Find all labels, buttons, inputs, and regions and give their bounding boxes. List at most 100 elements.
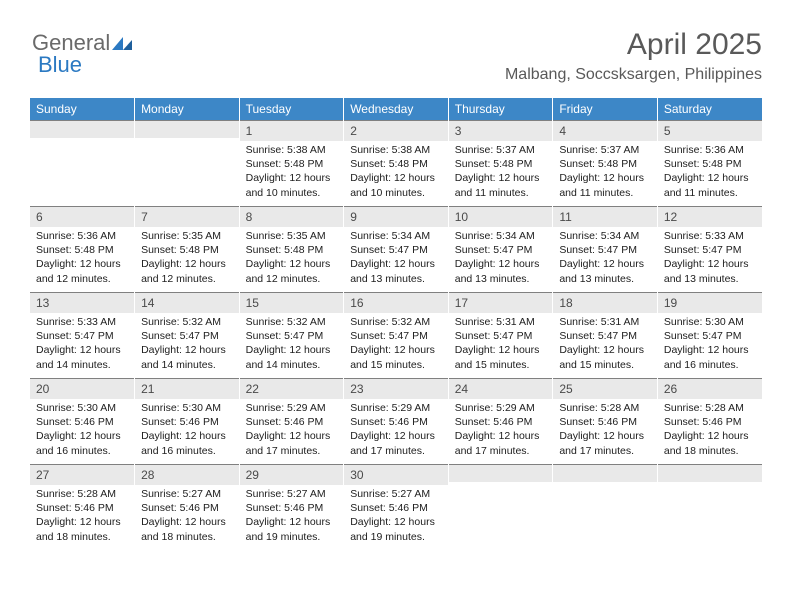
sunset-text: Sunset: 5:47 PM (350, 243, 442, 257)
day-data: Sunrise: 5:28 AMSunset: 5:46 PMDaylight:… (553, 399, 657, 462)
header: April 2025 Malbang, Soccsksargen, Philip… (30, 28, 762, 84)
sunset-text: Sunset: 5:48 PM (246, 157, 338, 171)
sunrise-text: Sunrise: 5:32 AM (246, 315, 338, 329)
calendar-cell: 4Sunrise: 5:37 AMSunset: 5:48 PMDaylight… (553, 120, 658, 206)
daylight-text: Daylight: 12 hours and 14 minutes. (36, 343, 128, 371)
day-data: Sunrise: 5:38 AMSunset: 5:48 PMDaylight:… (344, 141, 448, 204)
calendar-cell: 25Sunrise: 5:28 AMSunset: 5:46 PMDayligh… (553, 378, 658, 464)
sunrise-text: Sunrise: 5:35 AM (246, 229, 338, 243)
sunset-text: Sunset: 5:46 PM (246, 415, 338, 429)
sunset-text: Sunset: 5:46 PM (664, 415, 756, 429)
daylight-text: Daylight: 12 hours and 15 minutes. (455, 343, 547, 371)
calendar-cell: 3Sunrise: 5:37 AMSunset: 5:48 PMDaylight… (448, 120, 553, 206)
sunset-text: Sunset: 5:46 PM (350, 501, 442, 515)
daylight-text: Daylight: 12 hours and 10 minutes. (350, 171, 442, 199)
sunset-text: Sunset: 5:47 PM (36, 329, 128, 343)
day-number: 4 (553, 120, 657, 141)
day-data: Sunrise: 5:32 AMSunset: 5:47 PMDaylight:… (135, 313, 239, 376)
daylight-text: Daylight: 12 hours and 15 minutes. (559, 343, 651, 371)
daylight-text: Daylight: 12 hours and 16 minutes. (664, 343, 756, 371)
daylight-text: Daylight: 12 hours and 13 minutes. (350, 257, 442, 285)
weekday-friday: Friday (553, 98, 658, 120)
day-data: Sunrise: 5:29 AMSunset: 5:46 PMDaylight:… (449, 399, 553, 462)
sunrise-text: Sunrise: 5:37 AM (455, 143, 547, 157)
daylight-text: Daylight: 12 hours and 18 minutes. (664, 429, 756, 457)
day-data-empty (658, 482, 762, 532)
sunrise-text: Sunrise: 5:34 AM (455, 229, 547, 243)
day-data: Sunrise: 5:34 AMSunset: 5:47 PMDaylight:… (449, 227, 553, 290)
sunset-text: Sunset: 5:46 PM (455, 415, 547, 429)
daylight-text: Daylight: 12 hours and 18 minutes. (141, 515, 233, 543)
daylight-text: Daylight: 12 hours and 17 minutes. (246, 429, 338, 457)
sunrise-text: Sunrise: 5:33 AM (36, 315, 128, 329)
sunset-text: Sunset: 5:47 PM (664, 243, 756, 257)
calendar-body: 1Sunrise: 5:38 AMSunset: 5:48 PMDaylight… (30, 120, 762, 550)
day-data: Sunrise: 5:35 AMSunset: 5:48 PMDaylight:… (240, 227, 344, 290)
calendar-table: Sunday Monday Tuesday Wednesday Thursday… (30, 98, 762, 550)
day-number: 30 (344, 464, 448, 485)
day-number: 15 (240, 292, 344, 313)
day-number: 28 (135, 464, 239, 485)
sunset-text: Sunset: 5:47 PM (559, 243, 651, 257)
daylight-text: Daylight: 12 hours and 14 minutes. (246, 343, 338, 371)
weekday-saturday: Saturday (657, 98, 762, 120)
day-number-empty (658, 464, 762, 482)
sunset-text: Sunset: 5:48 PM (664, 157, 756, 171)
daylight-text: Daylight: 12 hours and 13 minutes. (455, 257, 547, 285)
day-number: 10 (449, 206, 553, 227)
day-data: Sunrise: 5:27 AMSunset: 5:46 PMDaylight:… (135, 485, 239, 548)
daylight-text: Daylight: 12 hours and 11 minutes. (664, 171, 756, 199)
day-number: 9 (344, 206, 448, 227)
calendar-cell: 2Sunrise: 5:38 AMSunset: 5:48 PMDaylight… (344, 120, 449, 206)
daylight-text: Daylight: 12 hours and 12 minutes. (246, 257, 338, 285)
sunrise-text: Sunrise: 5:29 AM (350, 401, 442, 415)
sunset-text: Sunset: 5:47 PM (559, 329, 651, 343)
day-data: Sunrise: 5:33 AMSunset: 5:47 PMDaylight:… (30, 313, 134, 376)
calendar-cell: 10Sunrise: 5:34 AMSunset: 5:47 PMDayligh… (448, 206, 553, 292)
day-data: Sunrise: 5:28 AMSunset: 5:46 PMDaylight:… (658, 399, 762, 462)
day-data: Sunrise: 5:29 AMSunset: 5:46 PMDaylight:… (240, 399, 344, 462)
page-title: April 2025 (30, 28, 762, 62)
calendar-cell: 5Sunrise: 5:36 AMSunset: 5:48 PMDaylight… (657, 120, 762, 206)
sunrise-text: Sunrise: 5:34 AM (350, 229, 442, 243)
sunrise-text: Sunrise: 5:30 AM (664, 315, 756, 329)
sunset-text: Sunset: 5:48 PM (455, 157, 547, 171)
daylight-text: Daylight: 12 hours and 11 minutes. (559, 171, 651, 199)
sunrise-text: Sunrise: 5:27 AM (141, 487, 233, 501)
logo-line2: Blue (38, 52, 82, 78)
day-data: Sunrise: 5:29 AMSunset: 5:46 PMDaylight:… (344, 399, 448, 462)
day-number: 3 (449, 120, 553, 141)
day-data: Sunrise: 5:37 AMSunset: 5:48 PMDaylight:… (553, 141, 657, 204)
day-number: 19 (658, 292, 762, 313)
calendar-cell: 30Sunrise: 5:27 AMSunset: 5:46 PMDayligh… (344, 464, 449, 550)
weekday-monday: Monday (135, 98, 240, 120)
sunset-text: Sunset: 5:46 PM (246, 501, 338, 515)
sunset-text: Sunset: 5:48 PM (246, 243, 338, 257)
day-number: 2 (344, 120, 448, 141)
day-data: Sunrise: 5:30 AMSunset: 5:47 PMDaylight:… (658, 313, 762, 376)
day-number: 11 (553, 206, 657, 227)
sunrise-text: Sunrise: 5:28 AM (664, 401, 756, 415)
logo-icon (112, 30, 134, 56)
day-number: 24 (449, 378, 553, 399)
sunset-text: Sunset: 5:47 PM (455, 243, 547, 257)
calendar-cell: 18Sunrise: 5:31 AMSunset: 5:47 PMDayligh… (553, 292, 658, 378)
sunrise-text: Sunrise: 5:36 AM (36, 229, 128, 243)
sunrise-text: Sunrise: 5:31 AM (455, 315, 547, 329)
sunrise-text: Sunrise: 5:32 AM (141, 315, 233, 329)
daylight-text: Daylight: 12 hours and 15 minutes. (350, 343, 442, 371)
day-number: 20 (30, 378, 134, 399)
calendar-cell: 7Sunrise: 5:35 AMSunset: 5:48 PMDaylight… (135, 206, 240, 292)
daylight-text: Daylight: 12 hours and 13 minutes. (664, 257, 756, 285)
sunset-text: Sunset: 5:47 PM (455, 329, 547, 343)
day-data: Sunrise: 5:32 AMSunset: 5:47 PMDaylight:… (344, 313, 448, 376)
day-number-empty (449, 464, 553, 482)
calendar-cell: 23Sunrise: 5:29 AMSunset: 5:46 PMDayligh… (344, 378, 449, 464)
calendar-cell (657, 464, 762, 550)
calendar-cell: 24Sunrise: 5:29 AMSunset: 5:46 PMDayligh… (448, 378, 553, 464)
sunset-text: Sunset: 5:48 PM (36, 243, 128, 257)
sunrise-text: Sunrise: 5:33 AM (664, 229, 756, 243)
calendar-cell: 8Sunrise: 5:35 AMSunset: 5:48 PMDaylight… (239, 206, 344, 292)
day-data: Sunrise: 5:37 AMSunset: 5:48 PMDaylight:… (449, 141, 553, 204)
daylight-text: Daylight: 12 hours and 13 minutes. (559, 257, 651, 285)
